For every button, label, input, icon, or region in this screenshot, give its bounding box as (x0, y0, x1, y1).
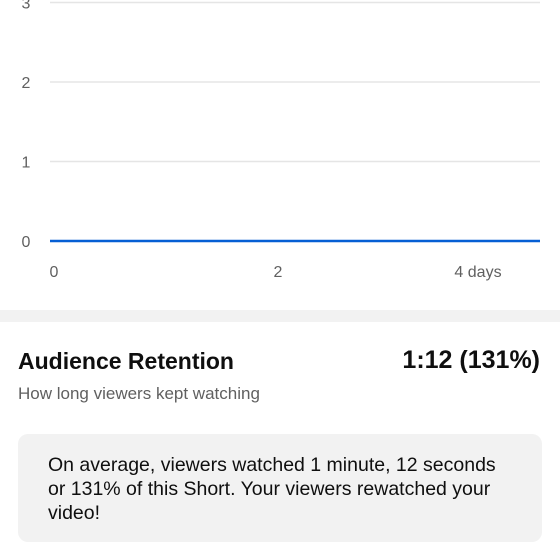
section-title: Audience Retention (18, 348, 234, 374)
x-tick-label: 4 days (454, 264, 501, 281)
retention-value: 1:12 (131%) (402, 346, 540, 374)
section-divider (0, 310, 560, 322)
x-tick-label: 2 (274, 264, 283, 281)
y-tick-label: 0 (22, 234, 31, 251)
y-tick-label: 3 (22, 0, 31, 13)
x-tick-label: 0 (50, 264, 59, 281)
y-tick-label: 1 (22, 155, 31, 172)
y-tick-label: 2 (22, 75, 31, 92)
retention-info-card: On average, viewers watched 1 minute, 12… (18, 434, 542, 542)
retention-line-chart: 0 1 2 3 0 2 4 days (22, 0, 540, 281)
retention-summary-text: On average, viewers watched 1 minute, 12… (48, 454, 496, 524)
section-subtitle: How long viewers kept watching (18, 384, 260, 403)
